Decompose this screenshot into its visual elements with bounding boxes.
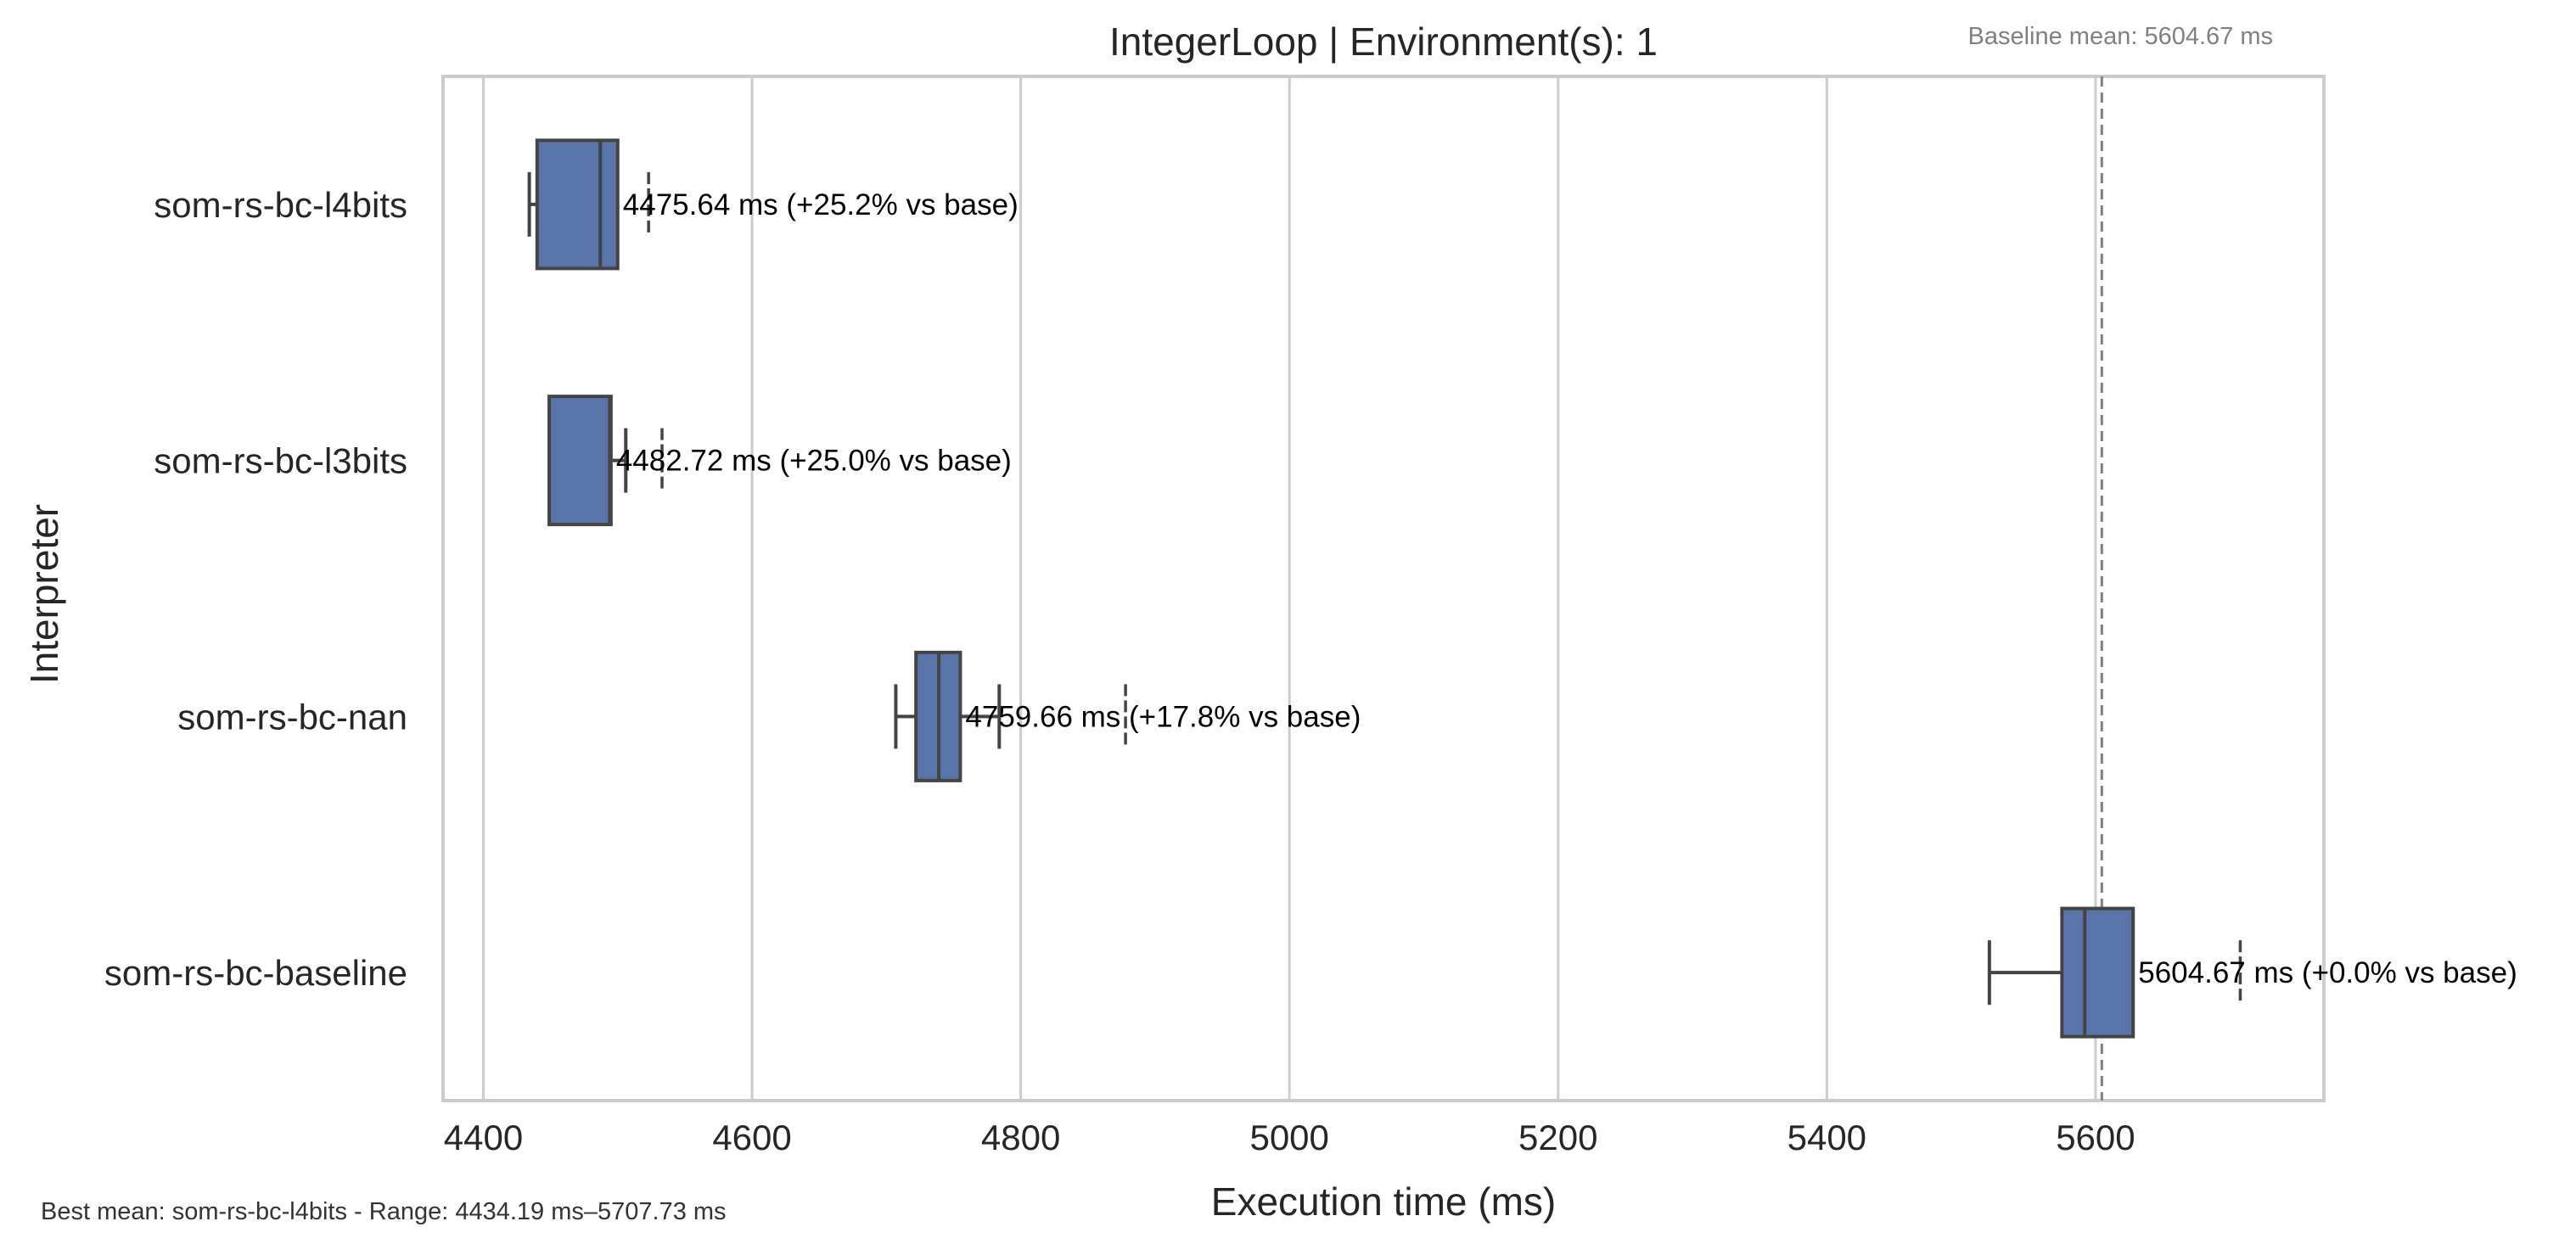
iqr-box xyxy=(535,138,620,271)
x-tick-label: 5200 xyxy=(1518,1118,1597,1157)
plot-frame xyxy=(441,75,2326,1102)
footer-note: Best mean: som-rs-bc-l4bits - Range: 443… xyxy=(41,1198,727,1225)
category-label: som-rs-bc-l3bits xyxy=(154,441,407,481)
chart-title: IntegerLoop | Environment(s): 1 xyxy=(1109,20,1658,64)
x-tick-label: 4400 xyxy=(444,1118,523,1157)
mean-data-label: 4482.72 ms (+25.0% vs base) xyxy=(616,445,1012,478)
grid-lines xyxy=(481,76,2097,1101)
mean-data-label: 5604.67 ms (+0.0% vs base) xyxy=(2138,956,2517,989)
x-tick-label: 4600 xyxy=(712,1118,791,1157)
box-group-som-rs-bc-nan xyxy=(894,650,1127,782)
x-tick-label: 5000 xyxy=(1249,1118,1328,1157)
label-layer: 4400 4600 4800 5000 5200 5400 5600 som-rs-bc-l4… xyxy=(104,185,2517,1157)
iqr-box xyxy=(547,395,613,527)
category-label: som-rs-bc-l4bits xyxy=(154,185,407,225)
iqr-box xyxy=(2060,906,2135,1039)
x-tick-label: 5600 xyxy=(2056,1118,2135,1157)
category-label: som-rs-bc-nan xyxy=(177,697,407,737)
mean-data-label: 4759.66 ms (+17.8% vs base) xyxy=(965,700,1361,733)
x-axis-label: Execution time (ms) xyxy=(1211,1179,1556,1224)
baseline-note: Baseline mean: 5604.67 ms xyxy=(1968,23,2274,50)
category-label: som-rs-bc-baseline xyxy=(104,953,407,993)
mean-data-label: 4475.64 ms (+25.2% vs base) xyxy=(623,188,1019,221)
box-layer xyxy=(527,138,2242,1039)
y-axis-label: Interpreter xyxy=(22,504,66,684)
box-group-som-rs-bc-l4bits xyxy=(527,138,650,271)
x-tick-label: 5400 xyxy=(1787,1118,1866,1157)
x-tick-label: 4800 xyxy=(981,1118,1060,1157)
box-group-som-rs-bc-baseline xyxy=(1987,906,2242,1039)
box-group-som-rs-bc-l3bits xyxy=(547,395,664,527)
